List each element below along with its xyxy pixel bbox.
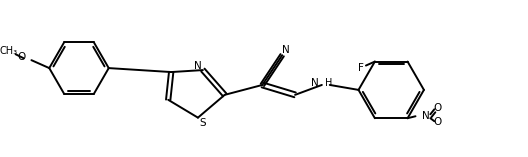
Text: N: N (311, 78, 319, 88)
Text: N: N (282, 45, 290, 55)
Text: O: O (433, 117, 441, 127)
Text: CH₃: CH₃ (0, 46, 18, 56)
Text: N: N (421, 111, 429, 121)
Text: N: N (194, 61, 202, 71)
Text: O: O (433, 103, 441, 113)
Text: O: O (17, 52, 26, 62)
Text: F: F (358, 62, 364, 73)
Text: S: S (200, 118, 206, 128)
Text: H: H (325, 78, 332, 88)
